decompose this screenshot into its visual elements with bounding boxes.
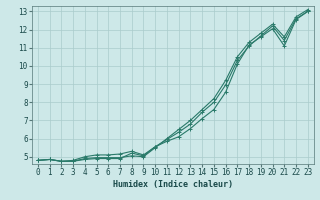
X-axis label: Humidex (Indice chaleur): Humidex (Indice chaleur) — [113, 180, 233, 189]
